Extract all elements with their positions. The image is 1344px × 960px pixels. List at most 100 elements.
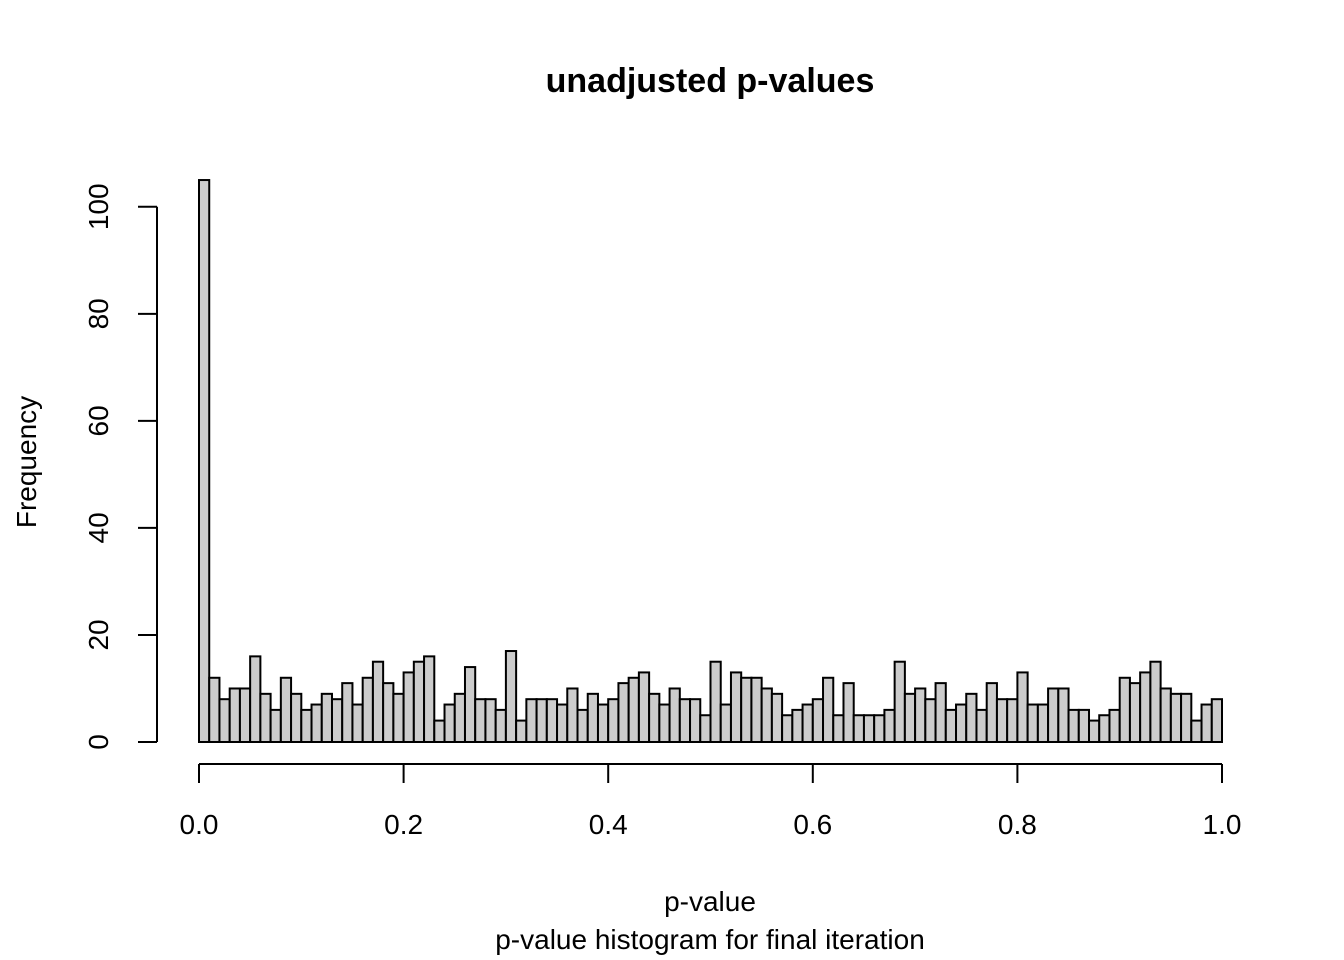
histogram-bar — [1169, 692, 1183, 743]
histogram-bar — [995, 698, 1009, 744]
histogram-bar — [504, 650, 518, 743]
histogram-bar — [934, 682, 947, 743]
y-tick-label: 100 — [83, 183, 114, 230]
histogram-bar — [842, 682, 855, 743]
histogram-bar — [1139, 671, 1152, 744]
histogram-bar — [238, 687, 252, 743]
histogram-bar — [1026, 703, 1039, 744]
histogram-bar — [955, 703, 968, 744]
y-tick-label: 20 — [83, 619, 114, 650]
histogram-bar — [351, 703, 364, 744]
x-tick-label: 0.0 — [180, 809, 219, 840]
histogram-bar — [893, 660, 906, 743]
histogram-bar — [914, 687, 927, 743]
histogram-bar — [617, 682, 630, 743]
histogram-bar — [627, 676, 640, 743]
x-tick-label: 0.4 — [589, 809, 628, 840]
histogram-bar — [883, 708, 896, 743]
histogram-bar — [719, 703, 732, 744]
histogram-bar — [300, 708, 313, 743]
histogram-bar — [228, 687, 241, 743]
histogram-bar — [801, 703, 814, 744]
histogram-bar — [1210, 698, 1224, 744]
x-tick-label: 1.0 — [1203, 809, 1242, 840]
histogram-bar — [494, 708, 507, 743]
histogram-bar — [873, 714, 886, 743]
histogram-bar — [668, 687, 681, 743]
histogram-bar — [525, 698, 538, 744]
histogram-bar — [320, 692, 333, 743]
histogram-bar — [709, 660, 722, 743]
histogram-bar — [1128, 682, 1142, 743]
histogram-bar — [637, 671, 651, 744]
histogram-bar — [1077, 708, 1091, 743]
histogram-bar — [658, 703, 671, 744]
histogram-bar — [290, 692, 303, 743]
histogram-bar — [371, 660, 385, 743]
histogram-bar — [944, 708, 958, 743]
y-axis-label: Frequency — [11, 396, 42, 528]
histogram-bar — [832, 714, 845, 743]
histogram-bar — [1067, 708, 1080, 743]
histogram-bar — [760, 687, 773, 743]
histogram-bar — [392, 692, 405, 743]
histogram-bar — [1200, 703, 1213, 744]
histogram-bar — [750, 676, 763, 743]
histogram-bar — [1036, 703, 1050, 744]
histogram-bar — [218, 698, 231, 744]
histogram-bar — [310, 703, 323, 744]
histogram-bar — [1108, 708, 1121, 743]
histogram-bar — [402, 671, 415, 744]
histogram-bar — [545, 698, 559, 744]
histogram-bar — [781, 714, 794, 743]
histogram-bar — [341, 682, 354, 743]
histogram-bar — [852, 714, 865, 743]
histogram-bar — [556, 703, 569, 744]
histogram-bar — [607, 698, 620, 744]
histogram-bar — [361, 676, 374, 743]
y-tick-label: 40 — [83, 512, 114, 543]
histogram-bar — [566, 687, 579, 743]
histogram-bar — [678, 698, 692, 744]
histogram-bar — [463, 666, 477, 744]
histogram-bar — [382, 682, 395, 743]
histogram-bar — [208, 676, 221, 743]
histogram-bar — [699, 714, 712, 743]
histogram-bar — [576, 708, 589, 743]
histogram-bar — [1180, 692, 1193, 743]
y-tick-label: 60 — [83, 405, 114, 436]
chart-subtitle: p-value histogram for final iteration — [495, 924, 925, 955]
histogram-bar — [198, 179, 211, 744]
histogram-bar — [729, 671, 743, 744]
x-axis-label: p-value — [664, 886, 756, 917]
histogram-bar — [423, 655, 436, 743]
x-tick-label: 0.8 — [998, 809, 1037, 840]
histogram-bar — [791, 708, 804, 743]
histogram-bar — [269, 708, 282, 743]
histogram-bar — [249, 655, 262, 743]
histogram-bar — [1057, 687, 1070, 743]
histogram-bar — [535, 698, 548, 744]
histogram-bar — [1159, 687, 1172, 743]
histogram-bar — [740, 676, 753, 743]
histogram-bar — [985, 682, 998, 743]
histogram-bar — [770, 692, 784, 743]
histogram-bar — [433, 719, 446, 743]
histogram-bar — [924, 698, 937, 744]
histogram-bar — [648, 692, 661, 743]
x-tick-label: 0.6 — [793, 809, 832, 840]
histogram-bar — [689, 698, 702, 744]
histogram-bar — [862, 714, 876, 743]
histogram-bar — [453, 692, 466, 743]
histogram-bar — [1098, 714, 1111, 743]
histogram-bar — [474, 698, 487, 744]
bars-group — [198, 179, 1224, 744]
histogram-bar — [1016, 671, 1029, 744]
histogram-bar — [1190, 719, 1203, 743]
histogram-bar — [279, 676, 293, 743]
histogram-bar — [412, 660, 426, 743]
x-axis: 0.0 0.2 0.4 0.6 0.8 1.0 — [180, 763, 1242, 840]
histogram-bar — [515, 719, 528, 743]
histogram-bar — [822, 676, 835, 743]
